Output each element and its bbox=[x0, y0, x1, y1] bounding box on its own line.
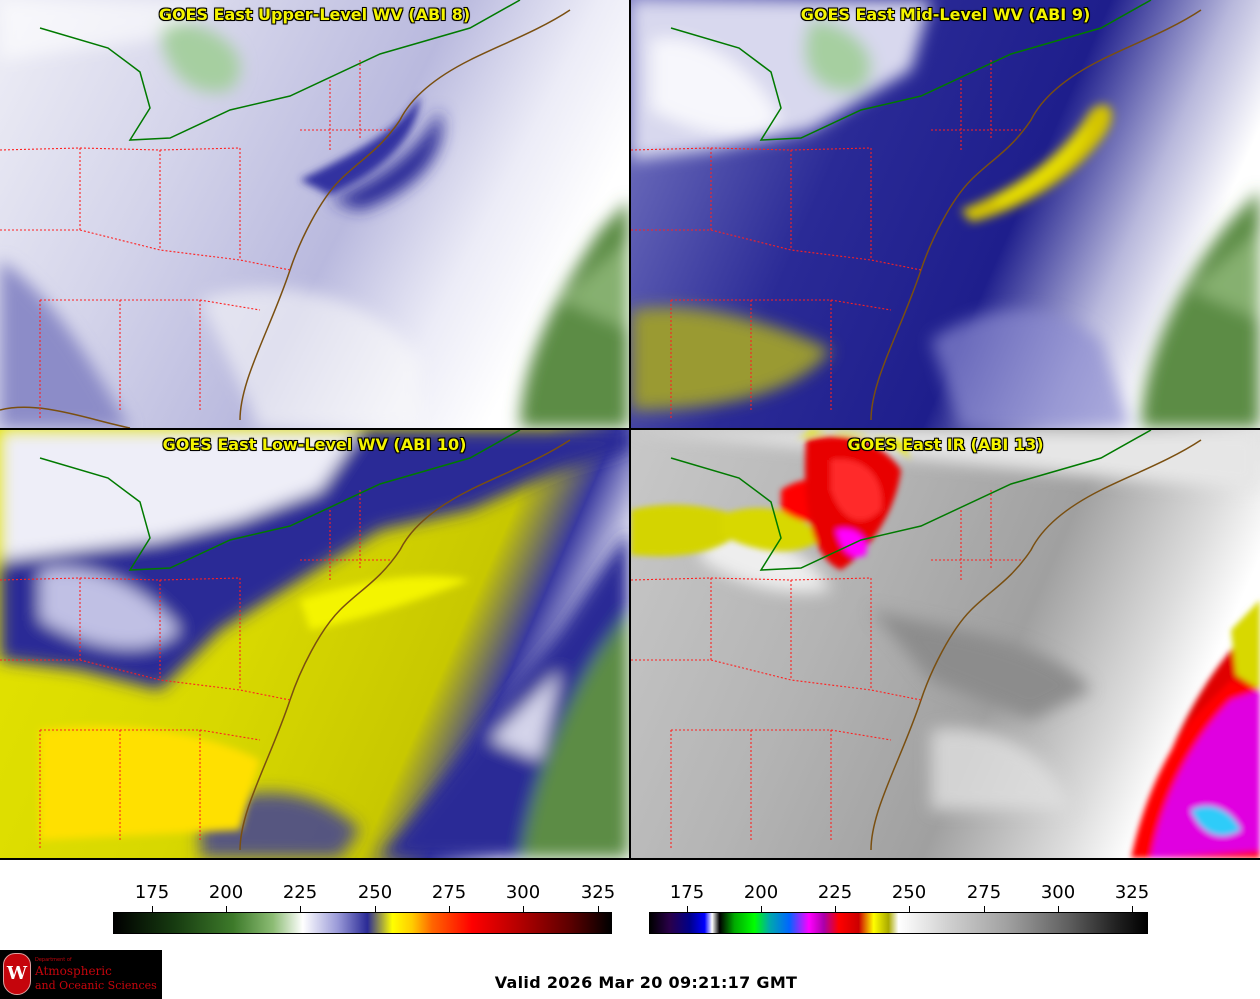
wv-tick bbox=[226, 906, 227, 912]
low-level-wv-image bbox=[0, 430, 629, 858]
ir-tick bbox=[984, 906, 985, 912]
ir-tick bbox=[909, 906, 910, 912]
ir-tick bbox=[835, 906, 836, 912]
wv-colorbar-labels: 175 200 225 250 275 300 325 bbox=[113, 880, 616, 912]
upper-level-wv-image bbox=[0, 0, 629, 428]
ir-colorbar: 175 200 225 250 275 300 325 bbox=[649, 880, 1150, 936]
wv-tick bbox=[449, 906, 450, 912]
ir-tick-label: 200 bbox=[743, 882, 779, 903]
aos-logo[interactable]: W Department of Atmospheric and Oceanic … bbox=[0, 950, 162, 999]
wv-tick bbox=[300, 906, 301, 912]
ir-tick-label: 225 bbox=[817, 882, 853, 903]
mid-level-wv-image bbox=[631, 0, 1260, 428]
wv-colorbar-gradient bbox=[113, 912, 612, 934]
ir-tick-label: 175 bbox=[669, 882, 705, 903]
ir-colorbar-labels: 175 200 225 250 275 300 325 bbox=[649, 880, 1150, 912]
wv-colorbar: 175 200 225 250 275 300 325 bbox=[113, 880, 616, 936]
ir-tick bbox=[687, 906, 688, 912]
upper-level-wv-panel: GOES East Upper-Level WV (ABI 8) bbox=[0, 0, 629, 428]
ir-tick-label: 325 bbox=[1114, 882, 1150, 903]
ir-tick bbox=[1058, 906, 1059, 912]
wv-tick bbox=[598, 906, 599, 912]
ir-tick-label: 300 bbox=[1040, 882, 1076, 903]
wv-tick bbox=[523, 906, 524, 912]
low-level-wv-panel: GOES East Low-Level WV (ABI 10) bbox=[0, 430, 629, 858]
wv-tick-label: 325 bbox=[580, 882, 616, 903]
ir-colorbar-gradient bbox=[649, 912, 1148, 934]
wv-tick-label: 175 bbox=[134, 882, 170, 903]
wv-tick bbox=[152, 906, 153, 912]
ir-tick-label: 275 bbox=[966, 882, 1002, 903]
horizontal-divider bbox=[0, 428, 1260, 430]
wv-tick-label: 300 bbox=[505, 882, 541, 903]
mid-level-wv-panel: GOES East Mid-Level WV (ABI 9) bbox=[631, 0, 1260, 428]
wv-tick-label: 200 bbox=[208, 882, 244, 903]
logo-dept-text: Department of bbox=[35, 957, 72, 963]
wv-tick-label: 275 bbox=[431, 882, 467, 903]
ir-panel: GOES East IR (ABI 13) bbox=[631, 430, 1260, 858]
ir-tick bbox=[1132, 906, 1133, 912]
wv-tick-label: 225 bbox=[282, 882, 318, 903]
ir-image bbox=[631, 430, 1260, 858]
bottom-divider bbox=[0, 858, 1260, 860]
ir-tick-label: 250 bbox=[891, 882, 927, 903]
wv-tick-label: 250 bbox=[357, 882, 393, 903]
wv-tick bbox=[375, 906, 376, 912]
logo-line-2: and Oceanic Sciences bbox=[35, 979, 157, 992]
valid-time: Valid 2026 Mar 20 09:21:17 GMT bbox=[494, 973, 798, 992]
ir-tick bbox=[761, 906, 762, 912]
vertical-divider bbox=[629, 0, 631, 860]
logo-line-1: Atmospheric bbox=[35, 964, 112, 978]
uw-crest-icon: W bbox=[3, 953, 31, 995]
